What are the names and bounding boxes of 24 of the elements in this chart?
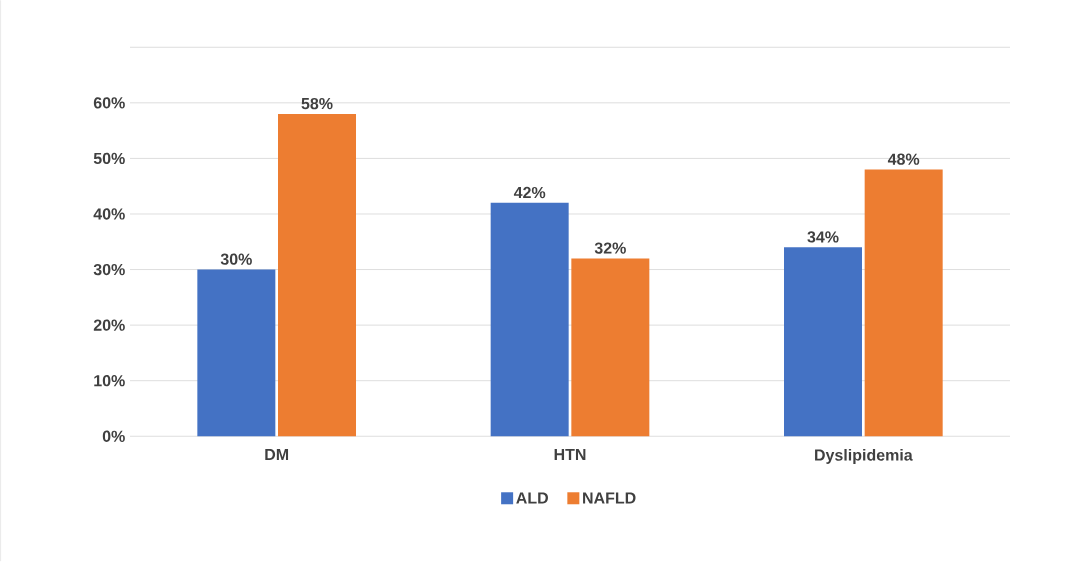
data-label: 58% [301, 98, 333, 110]
y-tick-label: 0% [102, 430, 125, 443]
y-tick-label: 30% [93, 264, 125, 276]
data-label: 34% [807, 231, 839, 243]
bar [490, 203, 569, 437]
legend-label: NAFLD [583, 492, 636, 504]
bar [864, 169, 943, 437]
bar [571, 258, 650, 437]
data-label: 48% [887, 153, 920, 166]
bar [278, 114, 356, 437]
y-tick-label: 60% [93, 97, 125, 109]
x-tick-label: HTN [554, 449, 586, 461]
y-tick-label: 40% [93, 208, 125, 220]
legend-label: ALD [516, 492, 548, 504]
y-tick-label: 10% [94, 375, 125, 387]
x-tick-label: DM [265, 449, 289, 461]
y-tick-label: 20% [93, 319, 125, 332]
data-label: 42% [513, 187, 546, 199]
bar [784, 247, 862, 437]
bar [197, 269, 276, 437]
x-tick-label: Dyslipidemia [815, 449, 913, 465]
data-label: 32% [594, 242, 626, 254]
y-tick-label: 50% [93, 152, 125, 165]
data-label: 30% [220, 253, 252, 266]
